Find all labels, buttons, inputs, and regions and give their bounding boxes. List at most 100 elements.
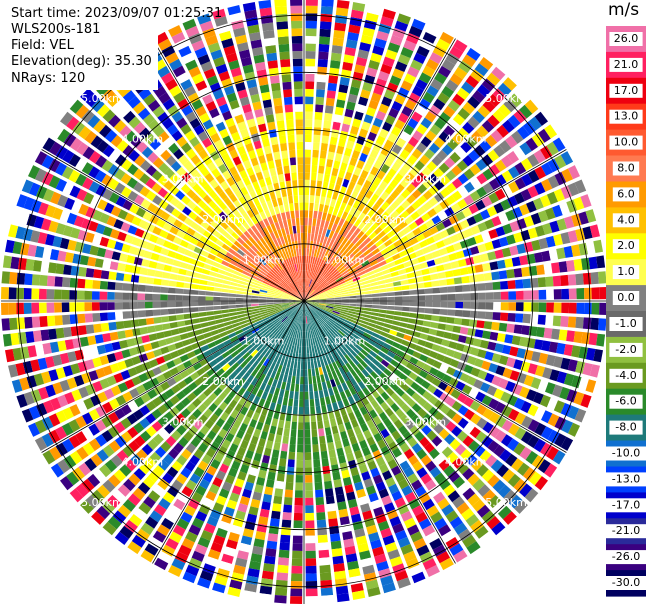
velocity-gate — [223, 275, 232, 281]
velocity-gate — [204, 377, 214, 387]
velocity-gate — [530, 377, 542, 390]
velocity-gate — [310, 264, 314, 272]
velocity-gate — [306, 270, 309, 279]
velocity-gate — [409, 295, 418, 301]
velocity-gate — [361, 145, 371, 156]
velocity-gate — [19, 377, 30, 391]
velocity-gate — [219, 331, 228, 338]
velocity-gate — [487, 474, 500, 488]
velocity-gate — [285, 413, 292, 422]
velocity-gate — [165, 538, 179, 550]
velocity-gate — [527, 419, 540, 433]
velocity-gate — [16, 287, 24, 300]
velocity-gate — [209, 413, 219, 423]
velocity-gate — [69, 99, 84, 114]
velocity-gate — [425, 565, 440, 577]
velocity-gate — [420, 454, 432, 466]
velocity-gate — [338, 84, 349, 94]
velocity-gate — [261, 501, 271, 511]
velocity-gate — [366, 219, 375, 228]
velocity-gate — [336, 318, 345, 324]
velocity-gate — [207, 320, 217, 326]
velocity-gate — [566, 330, 575, 342]
velocity-gate — [169, 531, 183, 544]
velocity-gate — [324, 340, 331, 349]
velocity-gate — [285, 287, 292, 293]
velocity-gate — [214, 157, 224, 168]
velocity-gate — [240, 535, 253, 546]
velocity-gate — [1, 271, 10, 284]
velocity-gate — [326, 296, 335, 299]
velocity-gate — [254, 484, 264, 494]
velocity-gate — [556, 342, 566, 355]
velocity-gate — [181, 195, 191, 205]
velocity-gate — [171, 111, 184, 123]
velocity-gate — [334, 106, 344, 116]
velocity-gate — [309, 195, 315, 203]
velocity-gate — [369, 244, 378, 252]
velocity-gate — [306, 278, 309, 287]
velocity-gate — [445, 79, 459, 92]
velocity-gate — [253, 140, 262, 150]
velocity-gate — [285, 111, 294, 121]
velocity-gate — [375, 354, 384, 363]
velocity-gate — [408, 371, 418, 381]
velocity-gate — [460, 141, 472, 153]
velocity-gate — [154, 446, 167, 458]
velocity-gate — [169, 418, 181, 429]
velocity-gate — [278, 173, 285, 183]
velocity-gate — [294, 202, 299, 211]
velocity-gate — [416, 172, 427, 183]
velocity-gate — [305, 323, 307, 332]
velocity-gate — [137, 310, 146, 318]
velocity-gate — [327, 277, 335, 283]
velocity-gate — [466, 376, 477, 386]
velocity-gate — [508, 302, 517, 311]
velocity-gate — [394, 119, 406, 130]
velocity-gate — [16, 272, 26, 285]
velocity-gate — [330, 248, 337, 257]
velocity-gate — [258, 398, 266, 407]
velocity-gate — [351, 273, 360, 280]
velocity-gate — [394, 336, 403, 344]
velocity-gate — [340, 309, 349, 313]
velocity-gate — [397, 87, 410, 98]
velocity-gate — [452, 268, 461, 277]
velocity-gate — [255, 531, 266, 541]
velocity-gate — [275, 112, 284, 122]
velocity-gate — [310, 305, 317, 310]
velocity-gate — [233, 27, 246, 38]
velocity-gate — [331, 370, 338, 379]
velocity-gate — [186, 414, 197, 425]
velocity-gate — [385, 195, 395, 205]
velocity-gate — [332, 270, 340, 277]
velocity-gate — [191, 283, 200, 290]
velocity-gate — [304, 444, 311, 453]
velocity-gate — [349, 377, 358, 386]
velocity-gate — [438, 459, 450, 471]
velocity-gate — [253, 54, 265, 64]
velocity-gate — [307, 287, 311, 295]
velocity-gate — [31, 316, 41, 328]
velocity-gate — [69, 488, 84, 503]
range-label: 1.00km — [243, 334, 285, 347]
range-label: 5.00km — [81, 92, 123, 105]
velocity-gate — [419, 154, 430, 166]
velocity-gate — [84, 290, 93, 300]
velocity-gate — [88, 150, 101, 164]
velocity-gate — [218, 163, 228, 174]
velocity-gate — [382, 582, 396, 594]
velocity-gate — [34, 436, 48, 451]
velocity-gate — [508, 181, 520, 194]
velocity-gate — [206, 311, 215, 316]
velocity-gate — [363, 237, 372, 245]
velocity-gate — [288, 226, 293, 235]
velocity-gate — [287, 459, 295, 468]
velocity-gate — [242, 135, 252, 146]
velocity-gate — [323, 286, 331, 291]
velocity-gate — [338, 235, 345, 244]
velocity-gate — [295, 111, 303, 120]
velocity-gate — [450, 202, 461, 213]
velocity-gate — [266, 368, 273, 377]
velocity-gate — [491, 321, 500, 331]
